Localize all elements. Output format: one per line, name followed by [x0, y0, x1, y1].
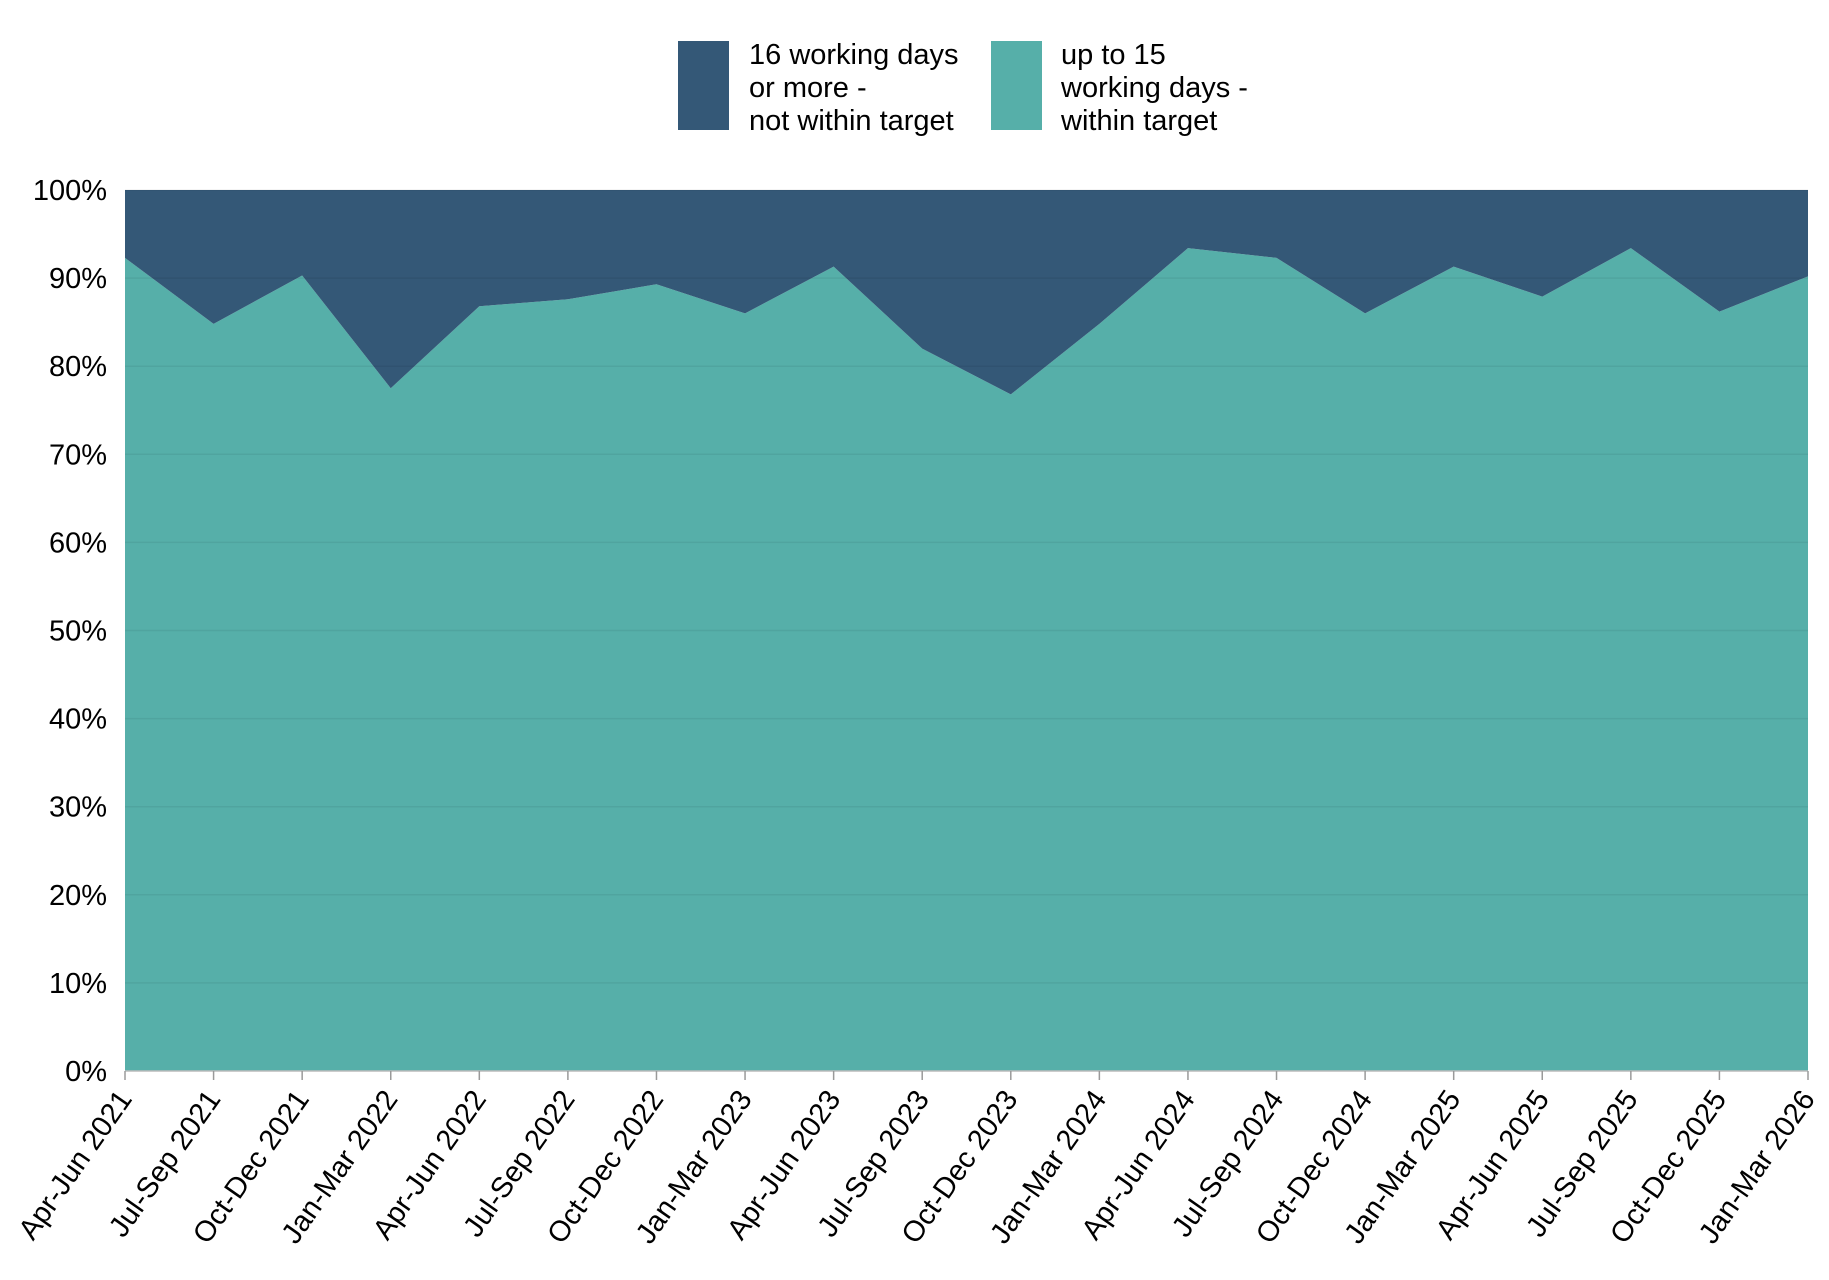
y-tick-label: 50%	[49, 616, 107, 648]
legend-label-1: 16 working days or more -not within targe…	[749, 39, 959, 137]
gridlines	[125, 189, 1808, 1072]
y-tick-label: 30%	[49, 792, 107, 824]
y-tick-label: 0%	[65, 1056, 107, 1088]
area-series-group	[125, 190, 1808, 1071]
y-tick-label: 100%	[33, 175, 107, 207]
area-series-1	[125, 190, 1808, 395]
y-axis: 0% 10% 20% 30% 40% 50% 60% 70% 80% 90% 100%	[33, 175, 107, 1088]
legend-label-0: up to 15 working days -within target	[1060, 39, 1248, 137]
y-tick-label: 60%	[49, 527, 107, 559]
y-tick-label: 80%	[49, 351, 107, 383]
area-series-0	[125, 248, 1808, 1071]
y-tick-label: 90%	[49, 263, 107, 295]
y-tick-label: 10%	[49, 968, 107, 1000]
legend-swatch-0	[991, 41, 1042, 130]
y-tick-label: 70%	[49, 439, 107, 471]
y-tick-label: 20%	[49, 880, 107, 912]
legend: 16 working days or more -not within targe…	[678, 39, 1248, 137]
plot-area	[125, 189, 1808, 1072]
legend-swatch-1	[678, 41, 729, 130]
y-tick-label: 40%	[49, 704, 107, 736]
